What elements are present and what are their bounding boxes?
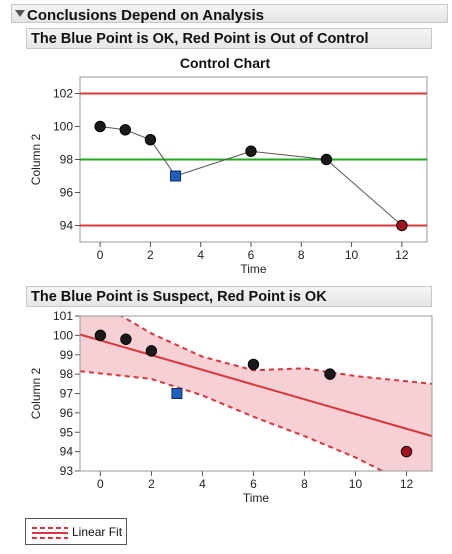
y-tick-label: 93 <box>60 464 74 478</box>
data-point <box>324 368 336 380</box>
legend[interactable]: Linear Fit <box>25 518 127 545</box>
plot-border <box>79 315 433 472</box>
x-axis-label: Time <box>240 262 267 276</box>
data-point <box>320 153 333 166</box>
x-tick-label: 0 <box>97 477 104 491</box>
y-tick-label: 96 <box>60 186 74 200</box>
confidence-band <box>80 316 432 471</box>
linear-fit-chart: 0 2 4 6 8 10 12 93 94 95 96 97 98 99 100 101 Time Column … <box>29 309 433 505</box>
legend-label: Linear Fit <box>72 525 123 539</box>
data-point-red <box>400 445 413 458</box>
x-tick-label: 2 <box>148 477 155 491</box>
outline-header[interactable]: Conclusions Depend on Analysis <box>11 4 448 24</box>
y-tick-label: 96 <box>60 406 74 420</box>
y-axis-label: Column 2 <box>29 367 43 419</box>
control-chart: 0 2 4 6 8 10 12 94 96 98 100 102 Time Column 2 <box>29 76 428 276</box>
x-tick-label: 8 <box>298 248 305 262</box>
y-tick-label: 95 <box>60 425 74 439</box>
y-tick-label: 99 <box>60 348 74 362</box>
y-axis-label: Column 2 <box>29 133 43 185</box>
y-tick-label: 100 <box>53 328 73 342</box>
section-header-linear-fit[interactable]: The Blue Point is Suspect, Red Point is … <box>26 286 432 307</box>
y-tick-label: 98 <box>60 367 74 381</box>
data-point <box>145 345 158 357</box>
x-tick-label: 6 <box>248 248 255 262</box>
data-point <box>94 329 107 342</box>
data-point <box>94 120 106 133</box>
disclosure-triangle-icon[interactable] <box>15 10 25 17</box>
x-tick-label: 10 <box>349 477 363 491</box>
confidence-lower-line <box>80 370 385 471</box>
y-tick-label: 100 <box>53 120 73 134</box>
data-point-blue <box>171 388 183 399</box>
data-point-blue <box>170 170 182 182</box>
y-tick-label: 101 <box>53 309 73 323</box>
section-title: The Blue Point is Suspect, Red Point is … <box>31 289 327 305</box>
x-tick-label: 10 <box>345 248 359 262</box>
x-axis-label: Time <box>243 491 270 505</box>
data-point-red <box>396 219 408 232</box>
x-tick-label: 0 <box>97 248 104 262</box>
data-point <box>119 124 131 136</box>
y-tick-label: 94 <box>60 445 74 459</box>
linear-fit-legend-icon <box>32 527 68 539</box>
linear-fit-line <box>79 333 433 438</box>
report-title: Conclusions Depend on Analysis <box>27 7 264 24</box>
x-tick-label: 8 <box>301 477 308 491</box>
x-tick-label: 6 <box>250 477 257 491</box>
y-tick-label: 94 <box>60 219 74 233</box>
y-tick-label: 98 <box>60 153 74 167</box>
x-tick-label: 4 <box>199 477 206 491</box>
y-tick-label: 97 <box>60 387 74 401</box>
x-tick-label: 12 <box>400 477 414 491</box>
section-title: The Blue Point is OK, Red Point is Out o… <box>31 31 369 47</box>
data-point <box>247 358 260 371</box>
x-tick-label: 12 <box>395 248 409 262</box>
x-tick-label: 2 <box>147 248 154 262</box>
data-point <box>245 145 257 157</box>
y-tick-label: 102 <box>53 87 73 101</box>
data-point <box>144 134 157 146</box>
confidence-upper-line <box>119 316 432 385</box>
chart-title: Control Chart <box>179 55 271 71</box>
data-point <box>120 333 132 345</box>
x-tick-label: 4 <box>197 248 204 262</box>
section-header-control-chart[interactable]: The Blue Point is OK, Red Point is Out o… <box>26 28 432 49</box>
